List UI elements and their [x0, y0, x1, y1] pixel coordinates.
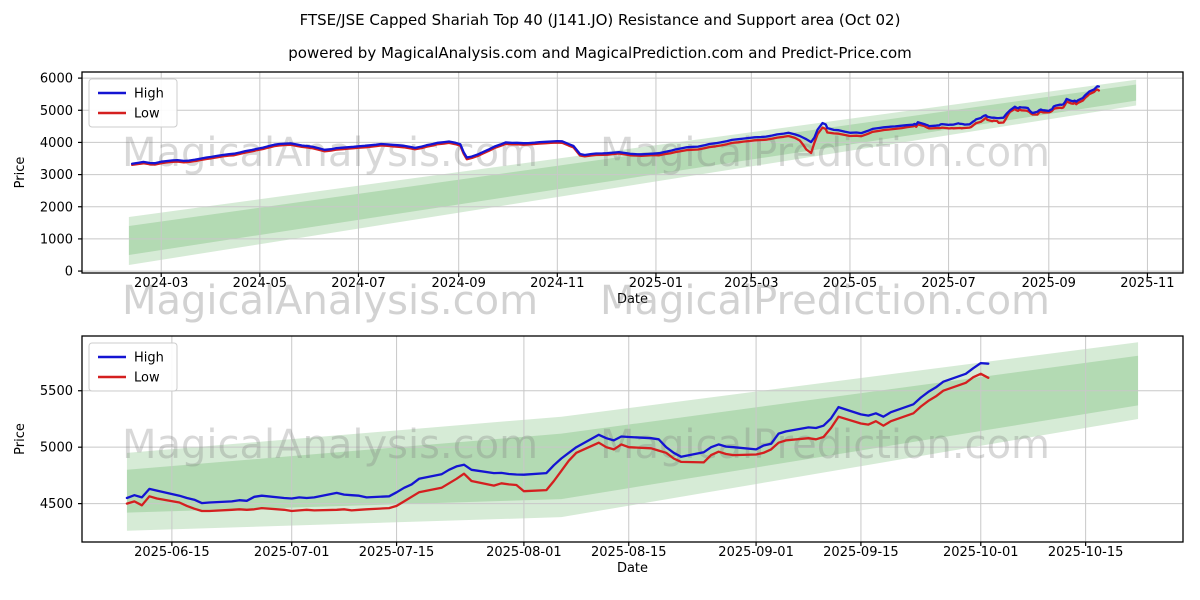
- y-tick-label: 2000: [40, 200, 73, 215]
- legend-low-label: Low: [134, 371, 160, 386]
- legend-box: [88, 78, 178, 128]
- legend-high-label: High: [134, 87, 164, 102]
- y-tick-label: 4500: [40, 497, 73, 512]
- legend-low-label: Low: [134, 107, 160, 122]
- y-tick-label: 6000: [40, 72, 73, 87]
- x-tick-label: 2024-03: [134, 276, 188, 291]
- y-tick-label: 5000: [40, 104, 73, 119]
- x-tick-label: 2025-01: [629, 276, 683, 291]
- x-tick-label: 2025-05: [823, 276, 877, 291]
- y-tick-label: 1000: [40, 232, 73, 247]
- y-tick-label: 4000: [40, 136, 73, 151]
- watermark-magicalprediction: MagicalPrediction.com: [600, 422, 1050, 468]
- legend-box: [88, 342, 178, 392]
- y-tick-label: 3000: [40, 168, 73, 183]
- high-line: [130, 85, 1101, 165]
- x-tick-label: 2025-06-15: [134, 545, 210, 560]
- chart-subtitle: powered by MagicalAnalysis.com and Magic…: [288, 44, 912, 62]
- high-line: [125, 361, 990, 505]
- x-tick-label: 2025-08-01: [486, 545, 562, 560]
- low-line: [130, 88, 1101, 167]
- y-axis-label: Price: [13, 423, 28, 455]
- chart-title: FTSE/JSE Capped Shariah Top 40 (J141.JO)…: [299, 11, 901, 29]
- x-tick-label: 2024-11: [530, 276, 584, 291]
- y-tick-label: 0: [65, 265, 73, 280]
- x-axis-label: Date: [617, 292, 648, 307]
- watermark-magicalanalysis: MagicalAnalysis.com: [122, 278, 538, 324]
- x-tick-label: 2025-10-01: [943, 545, 1019, 560]
- x-tick-label: 2025-09: [1022, 276, 1076, 291]
- x-tick-label: 2025-09-15: [823, 545, 899, 560]
- low-line: [125, 372, 990, 513]
- x-tick-label: 2025-07: [921, 276, 975, 291]
- x-tick-label: 2024-07: [331, 276, 385, 291]
- x-tick-label: 2025-11: [1120, 276, 1174, 291]
- x-tick-label: 2025-08-15: [591, 545, 667, 560]
- watermark-magicalanalysis: MagicalAnalysis.com: [122, 130, 538, 176]
- support-resistance-band-outer: [128, 79, 1137, 265]
- x-tick-label: 2025-07-15: [359, 545, 435, 560]
- x-tick-label: 2025-07-01: [254, 545, 330, 560]
- support-resistance-band-inner: [126, 355, 1139, 513]
- x-tick-label: 2025-09-01: [718, 545, 794, 560]
- legend-high-label: High: [134, 351, 164, 366]
- x-tick-label: 2024-09: [432, 276, 486, 291]
- x-axis-label: Date: [617, 561, 648, 576]
- x-tick-label: 2024-05: [233, 276, 287, 291]
- y-tick-label: 5000: [40, 441, 73, 456]
- watermark-magicalprediction: MagicalPrediction.com: [600, 278, 1050, 324]
- axes-frame: [81, 335, 1184, 543]
- y-tick-label: 5500: [40, 384, 73, 399]
- watermark-magicalanalysis: MagicalAnalysis.com: [122, 422, 538, 468]
- axes-frame: [81, 71, 1184, 274]
- x-tick-label: 2025-03: [724, 276, 778, 291]
- x-tick-label: 2025-10-15: [1048, 545, 1124, 560]
- y-axis-label: Price: [13, 157, 28, 189]
